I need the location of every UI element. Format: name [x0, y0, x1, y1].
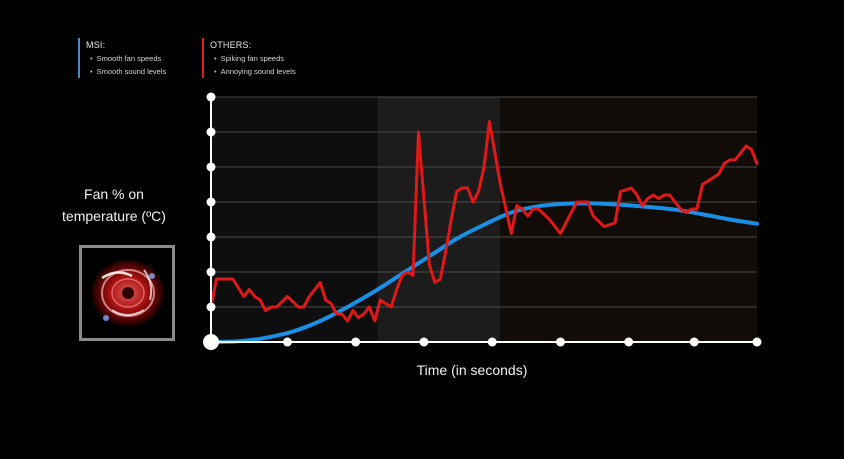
y-axis-tick [206, 197, 216, 207]
legend-others-item-1: Spiking fan speeds [210, 54, 296, 63]
x-axis-tick [351, 337, 361, 347]
fan-icon [82, 248, 172, 338]
legend-msi-item-1: Smooth fan speeds [86, 54, 166, 63]
legend-msi-title: MSI: [86, 40, 106, 50]
legend-others-title: OTHERS: [210, 40, 252, 50]
x-axis-tick [624, 337, 634, 347]
x-axis-tick [487, 337, 497, 347]
y-axis-tick [206, 127, 216, 137]
series-line-msi [209, 201, 759, 344]
x-axis-label: Time (in seconds) [416, 362, 528, 378]
legend-msi-item-2: Smooth sound levels [86, 67, 167, 76]
axis-origin [203, 334, 219, 350]
x-axis-tick [689, 337, 699, 347]
legend-others-item-2: Annoying sound levels [210, 67, 296, 76]
x-axis-tick [282, 337, 292, 347]
series-line-others [209, 120, 759, 323]
y-axis-tick [206, 267, 216, 277]
plot-highlight-panel [377, 97, 501, 342]
y-axis-tick [206, 162, 216, 172]
y-axis-tick [206, 232, 216, 242]
legend-others: OTHERS: Spiking fan speeds Annoying soun… [202, 38, 296, 78]
y-axis-label: Fan % on temperature (ºC) [62, 186, 166, 224]
plot-right-panel [500, 97, 757, 342]
y-axis-tick [206, 92, 216, 102]
x-axis-tick [555, 337, 565, 347]
fan-thumbnail [79, 245, 175, 341]
y-axis-tick [206, 302, 216, 312]
x-axis-tick [419, 337, 429, 347]
x-axis-tick [752, 337, 762, 347]
legend-msi: MSI: Smooth fan speeds Smooth sound leve… [78, 38, 166, 78]
